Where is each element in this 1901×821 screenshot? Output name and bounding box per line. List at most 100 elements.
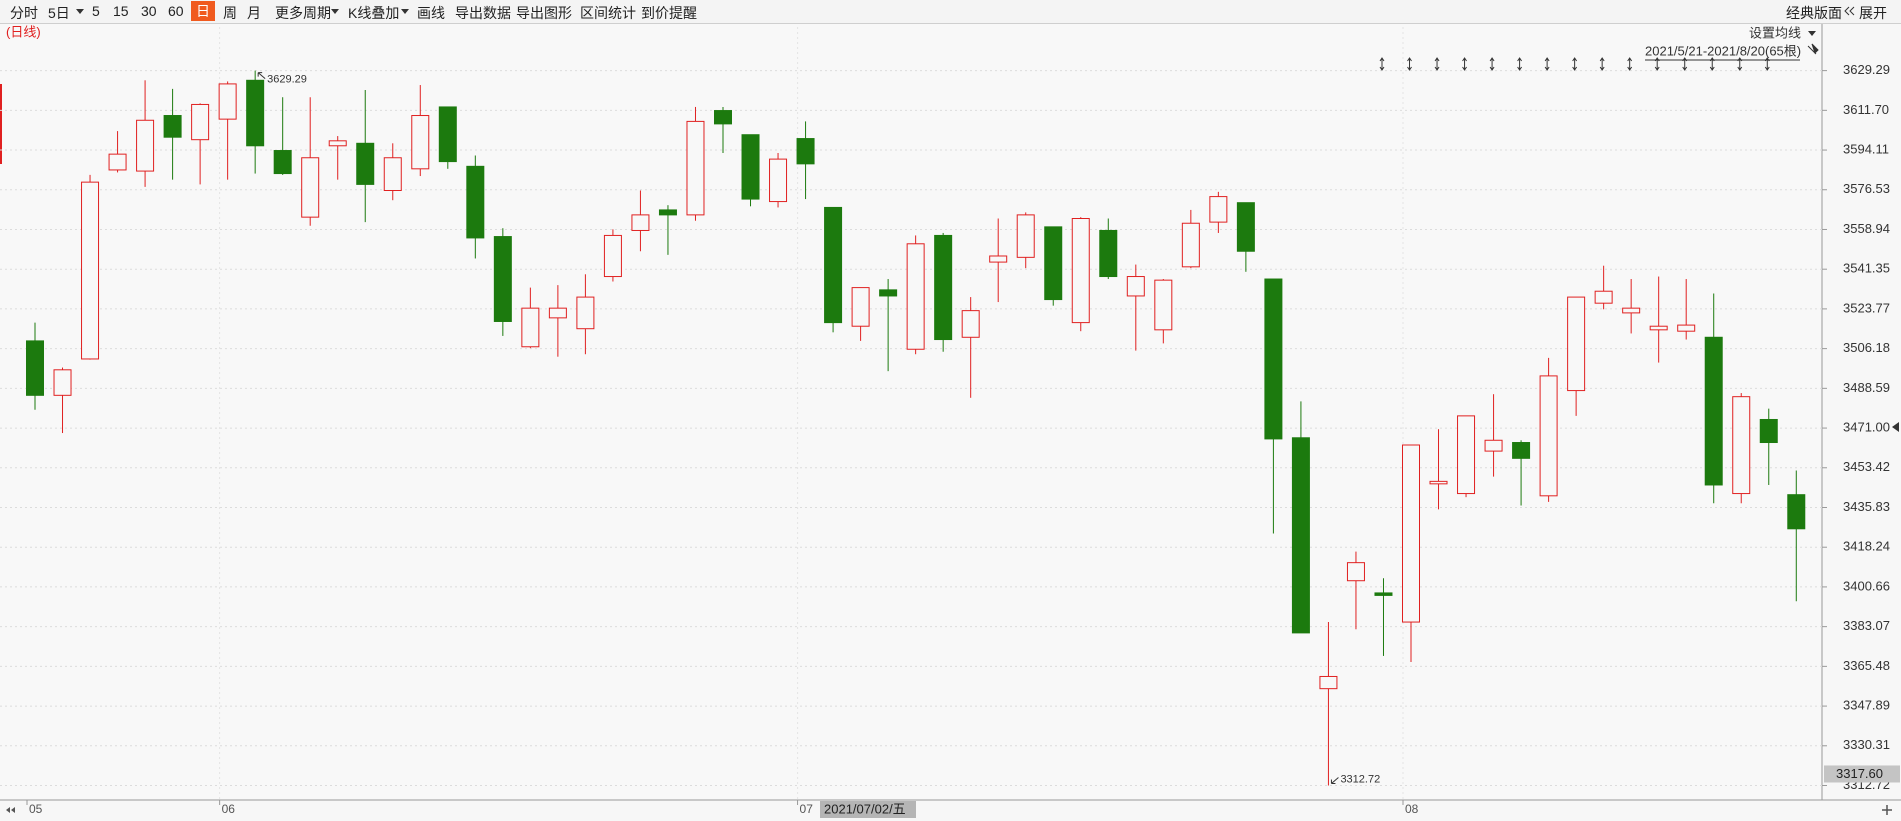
toolbar-button[interactable]: 日 [191, 1, 215, 21]
marker-icon [1737, 57, 1743, 71]
candle-body [191, 103, 210, 141]
pin-icon[interactable] [1807, 43, 1819, 55]
marker-icon [1544, 57, 1550, 71]
toolbar-button[interactable]: 画线 [417, 5, 445, 21]
crosshair-price-box [1824, 765, 1900, 783]
candle-body [769, 158, 788, 203]
dropdown-arrow[interactable] [1808, 31, 1816, 36]
annotation-arrow [257, 72, 266, 79]
toolbar-button[interactable]: 展开 [1859, 5, 1887, 21]
toolbar-button[interactable]: K线叠加 [348, 5, 400, 21]
candle-body [1044, 226, 1063, 301]
toolbar-button[interactable]: 5 [92, 3, 100, 19]
zoom-in[interactable] [1882, 805, 1892, 815]
y-tick-label: 3576.53 [1843, 181, 1890, 196]
candle-body [576, 296, 595, 330]
toolbar-button[interactable]: 导出数据 [455, 5, 511, 21]
x-tick-label: 06 [222, 802, 236, 816]
candle-body [246, 79, 265, 147]
toolbar-button[interactable]: 导出图形 [516, 5, 572, 21]
chart: (日线) 设置均线 2021/5/21-2021/8/20(65根) 3629.… [0, 24, 1901, 818]
marker-icon [1709, 57, 1715, 71]
toolbar-button[interactable]: 区间统计 [580, 5, 636, 21]
candle-body [631, 214, 650, 231]
y-tick-label: 3418.24 [1843, 539, 1890, 554]
candle-body [466, 165, 485, 239]
candle-body [108, 153, 127, 171]
candle-body [824, 206, 843, 324]
x-tick-label: 08 [1405, 802, 1419, 816]
candle-body [521, 307, 540, 348]
toolbar-button[interactable]: 经典版面 [1786, 5, 1842, 21]
toolbar-button[interactable]: 30 [141, 3, 157, 19]
x-tick-label: 05 [29, 802, 43, 816]
candle-body [1677, 324, 1696, 332]
y-tick-label: 3488.59 [1843, 380, 1890, 395]
toolbar-button[interactable]: 5日 [48, 5, 70, 21]
candle-body [1126, 276, 1145, 297]
candle-body [934, 234, 953, 341]
marker-icon [1572, 57, 1578, 71]
candle-body [1759, 418, 1778, 444]
annotation-arrow [1330, 777, 1339, 785]
candle-body [1181, 222, 1200, 268]
candle-body [1016, 214, 1035, 258]
toolbar-button[interactable]: 60 [168, 3, 184, 19]
y-tick-label: 3558.94 [1843, 221, 1890, 236]
marker-icon [1599, 57, 1605, 71]
toolbar-button[interactable]: 周 [223, 5, 237, 21]
price-pointer [1892, 422, 1899, 432]
candle-body [493, 236, 512, 322]
candle-body [1787, 494, 1806, 530]
candle-body [603, 234, 622, 278]
candle-body [273, 150, 292, 175]
candle-body [741, 134, 760, 200]
candle-body [301, 157, 320, 218]
y-tick-label: 3383.07 [1843, 618, 1890, 633]
candle-body [438, 106, 457, 163]
marker-icon [1517, 57, 1523, 71]
collapse-icon[interactable] [1843, 4, 1855, 18]
dropdown-arrow[interactable] [331, 9, 339, 14]
candle-body [686, 120, 705, 216]
candle-body [796, 138, 815, 165]
y-tick-label: 3330.31 [1843, 737, 1890, 752]
ma-setting[interactable]: 设置均线 [1749, 25, 1801, 40]
candle-body [1346, 562, 1365, 582]
marker-icon [1407, 57, 1412, 71]
crosshair-date: 2021/07/02/五 [824, 801, 906, 816]
candle-body [136, 119, 155, 172]
candle-body [1649, 325, 1668, 331]
dropdown-arrow[interactable] [401, 9, 409, 14]
crosshair-price: 3317.60 [1836, 766, 1883, 781]
candle-body [1539, 375, 1558, 497]
candle-body [548, 307, 567, 319]
dropdown-arrow[interactable] [76, 9, 84, 14]
y-tick-label: 3400.66 [1843, 578, 1890, 593]
toolbar-button[interactable]: 分时 [10, 5, 38, 21]
marker-icon [1489, 57, 1495, 71]
marker-icon [1434, 57, 1440, 71]
marker-icon [1627, 57, 1633, 71]
toolbar-button[interactable]: 15 [113, 3, 129, 19]
scroll-left[interactable] [6, 807, 15, 813]
toolbar-button[interactable]: 月 [247, 5, 261, 21]
candle-body [714, 110, 732, 125]
candle-body [81, 181, 100, 360]
candle-body [1402, 444, 1420, 623]
candle-body [1567, 296, 1586, 392]
candle-body [1512, 442, 1531, 459]
y-tick-label: 3347.89 [1843, 698, 1890, 713]
candle-body [879, 289, 898, 297]
y-tick-label: 3523.77 [1843, 300, 1890, 315]
candle-body [1209, 196, 1228, 223]
candle-body [163, 115, 182, 138]
toolbar-button[interactable]: 更多周期 [275, 5, 331, 21]
marker-icon [1682, 57, 1688, 71]
toolbar-button[interactable]: 到价提醒 [641, 5, 697, 21]
y-tick-label: 3471.00 [1843, 420, 1890, 435]
candle-body [1429, 480, 1448, 485]
candle-body [961, 310, 980, 338]
candle-body [1071, 217, 1090, 324]
